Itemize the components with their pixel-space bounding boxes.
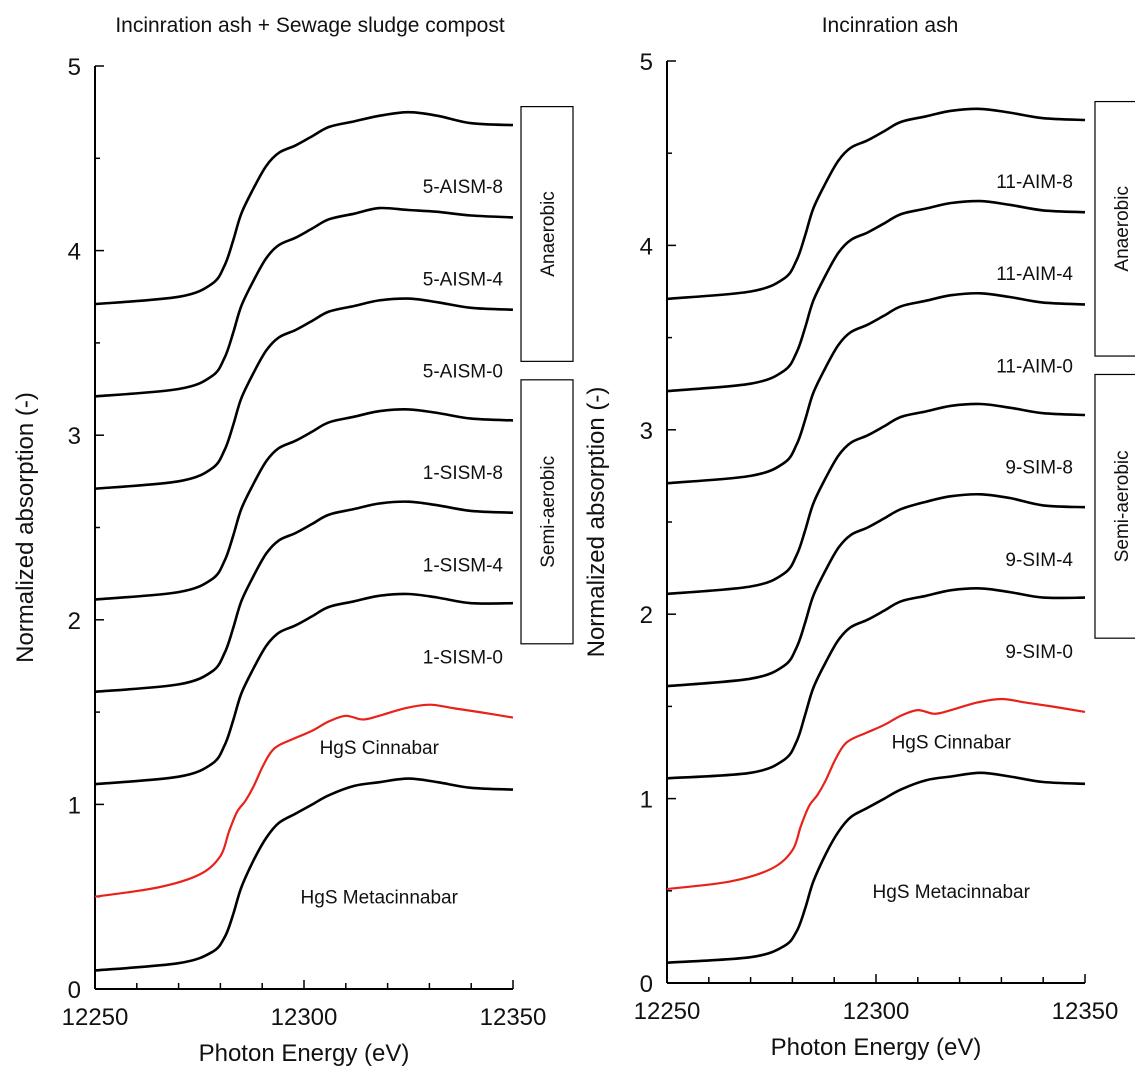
series-label: 1-SISM-4 — [423, 555, 504, 576]
y-tick-label: 2 — [640, 602, 653, 629]
series-line-hgs-metacinnabar — [94, 777, 514, 972]
group-box — [1094, 373, 1135, 639]
series-line-11-aim-8 — [666, 107, 1086, 301]
y-tick-label: 3 — [68, 423, 81, 450]
group-box — [520, 106, 574, 362]
series-line-5-aism-4 — [94, 206, 514, 398]
series-line-11-aim-0 — [666, 291, 1086, 485]
x-tick-label: 12300 — [271, 1004, 338, 1031]
chart-title: Incinration ash + Sewage sludge compost — [115, 14, 504, 37]
y-tick-label: 1 — [640, 787, 653, 814]
series-label: HgS Cinnabar — [320, 738, 440, 759]
chart-title: Incinration ash — [822, 14, 959, 37]
x-tick-label: 12350 — [480, 1004, 547, 1031]
series-line-hgs-cinnabar — [94, 703, 514, 898]
series-line-hgs-metacinnabar — [666, 771, 1086, 964]
y-tick-label: 0 — [68, 977, 81, 1004]
y-tick-label: 5 — [640, 49, 653, 76]
group-label: Anaerobic — [1112, 186, 1133, 272]
series-label: 11-AIM-8 — [996, 172, 1073, 193]
series-label: HgS Metacinnabar — [873, 882, 1031, 903]
series-line-9-sim-4 — [666, 492, 1086, 688]
x-tick-label: 12350 — [1052, 998, 1119, 1025]
series-label: HgS Metacinnabar — [301, 888, 459, 909]
group-label: Anaerobic — [538, 191, 559, 277]
y-axis-label: Normalized absorption (-) — [12, 392, 39, 663]
series-label: 11-AIM-0 — [996, 356, 1073, 377]
series-label: 1-SISM-8 — [423, 463, 503, 484]
y-tick-label: 3 — [640, 418, 653, 445]
y-tick-label: 5 — [68, 54, 81, 81]
series-label: 1-SISM-0 — [423, 648, 503, 669]
series-label: HgS Cinnabar — [892, 732, 1012, 753]
right-chart: Incinration ash 0 1 2 3 4 5 12250 12300 12350 Phot… — [583, 14, 1135, 1061]
series-line-1-sism-0 — [94, 592, 514, 786]
y-tick-label: 2 — [68, 608, 81, 635]
series-label: 9-SIM-8 — [1005, 458, 1073, 479]
y-axis-label: Normalized absorption (-) — [583, 387, 610, 658]
x-tick-label: 12250 — [634, 998, 701, 1025]
series-line-hgs-cinnabar — [666, 697, 1086, 891]
group-box — [1094, 100, 1135, 357]
group-box — [520, 379, 574, 645]
y-tick-label: 1 — [68, 792, 81, 819]
series-label: 9-SIM-4 — [1005, 550, 1073, 571]
series-line-5-aism-0 — [94, 297, 514, 490]
series-line-5-aism-8 — [94, 110, 514, 306]
series-label: 11-AIM-4 — [996, 264, 1073, 285]
group-label: Semi-aerobic — [1112, 450, 1133, 562]
x-axis-label: Photon Energy (eV) — [199, 1040, 410, 1067]
left-chart: Incinration ash + Sewage sludge compost 0… — [12, 14, 574, 1067]
y-tick-label: 4 — [640, 233, 653, 260]
x-axis-label: Photon Energy (eV) — [771, 1034, 982, 1061]
x-tick-label: 12300 — [843, 998, 910, 1025]
series-line-1-sism-8 — [94, 408, 514, 601]
group-label: Semi-aerobic — [538, 456, 559, 568]
series-line-9-sim-8 — [666, 402, 1086, 596]
series-line-1-sism-4 — [94, 500, 514, 694]
y-tick-label: 4 — [68, 239, 81, 266]
series-label: 9-SIM-0 — [1005, 642, 1073, 663]
series-line-9-sim-0 — [666, 587, 1086, 780]
series-line-11-aim-4 — [666, 199, 1086, 393]
series-label: 5-AISM-0 — [423, 362, 503, 383]
x-tick-label: 12250 — [62, 1004, 129, 1031]
y-tick-label: 0 — [640, 971, 653, 998]
series-label: 5-AISM-8 — [423, 177, 503, 198]
series-label: 5-AISM-4 — [423, 269, 504, 290]
